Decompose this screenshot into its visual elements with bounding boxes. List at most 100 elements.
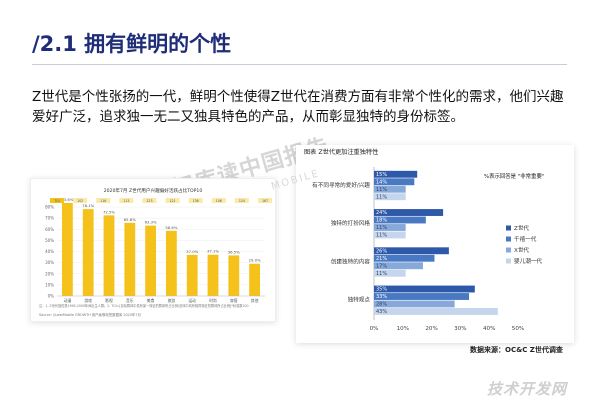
bar <box>165 230 177 296</box>
bar-value-label: 63.3% <box>145 220 157 225</box>
legend-swatch <box>506 225 511 231</box>
bar-value-label: 65.8% <box>124 217 136 222</box>
legend-title: %表示回答是 "非常重要" <box>484 172 544 180</box>
legend-swatch <box>506 236 511 242</box>
bar-value-label: 14% <box>376 179 387 185</box>
bar <box>374 170 418 178</box>
uniqueness-bar-chart: 图表 Z世代更加注重独特性 %表示回答是 "非常重要" 0% 10% 20% 30% 40%… <box>304 148 544 332</box>
chart-title: 2020年7月 Z世代用户兴趣偏好活跃占比TOP10 <box>104 187 203 194</box>
bar-value-label: 11% <box>376 233 387 239</box>
bar-value-label: 26% <box>376 248 387 254</box>
y-tick-label: 10% <box>45 282 54 287</box>
y-tick-label: 40% <box>45 249 54 254</box>
legend-label: X世代 <box>514 246 529 254</box>
legend-label: 婴儿潮一代 <box>514 257 542 265</box>
slide-title: /2.1 拥有鲜明的个性 <box>32 32 232 56</box>
tgi-label: 106 <box>216 199 222 203</box>
x-tick-label: 美食 <box>147 298 155 303</box>
bar-value-label: 24% <box>376 210 387 216</box>
legend-swatch <box>506 247 511 253</box>
bar <box>374 300 455 308</box>
x-tick-label: 其他 <box>251 298 259 303</box>
bar <box>374 247 449 255</box>
x-tick-label: 50% <box>512 326 524 332</box>
tgi-cell <box>258 198 272 203</box>
bar <box>145 225 157 296</box>
bar-value-label: 37.1% <box>207 249 219 254</box>
bar-value-label: 58.6% <box>165 225 177 230</box>
x-tick-label: 影视 <box>105 298 113 303</box>
bar-value-label: 36.5% <box>228 249 240 254</box>
bar-value-label: 21% <box>376 256 387 262</box>
tgi-cell <box>119 198 134 203</box>
bar <box>249 263 261 296</box>
category-label: 独特的打扮风格 <box>331 219 371 227</box>
y-tick-label: 30% <box>45 260 54 265</box>
x-tick-label: 时尚 <box>209 298 217 303</box>
x-tick-label: 0% <box>370 326 379 332</box>
bar <box>374 209 444 216</box>
bar <box>374 269 406 277</box>
bar <box>374 178 415 186</box>
tgi-label: 124 <box>239 199 245 203</box>
bar-value-label: 28% <box>376 302 387 308</box>
tgi-cell <box>211 198 226 203</box>
interest-chart-card: 2020年7月 Z世代用户兴趣偏好活跃占比TOP10 0% 10% 20% 30% 40%… <box>30 178 276 322</box>
bar-value-label: 83.6% <box>61 197 73 202</box>
bar <box>374 254 435 262</box>
bar <box>374 185 406 193</box>
tgi-label: 102 <box>77 199 83 203</box>
y-tick-label: 0% <box>48 294 55 299</box>
bar-value-label: 33% <box>376 294 387 300</box>
bar-value-label: 35% <box>376 287 387 293</box>
tgi-label: 136 <box>193 199 199 203</box>
tgi-cell <box>165 198 180 203</box>
bar <box>103 215 115 296</box>
legend-label: Z世代 <box>514 224 529 232</box>
category-label: 创建独特的内容 <box>331 257 371 265</box>
interest-bar-chart: 2020年7月 Z世代用户兴趣偏好活跃占比TOP10 0% 10% 20% 30% 40%… <box>39 187 272 317</box>
legend-swatch <box>506 258 511 264</box>
category-label: 独特观点 <box>348 296 371 304</box>
bar-value-label: 15% <box>376 172 387 178</box>
y-tick-label: 20% <box>45 271 54 276</box>
y-tick-label: 50% <box>45 238 54 243</box>
y-tick-label: 70% <box>45 216 54 221</box>
tgi-label: 121 <box>170 199 176 203</box>
bar-value-label: 11% <box>376 225 387 231</box>
tgi-label: 167 <box>262 199 268 203</box>
tgi-cell <box>188 198 203 203</box>
bar-value-label: 11% <box>376 187 387 193</box>
x-tick-label: 旅游 <box>168 298 176 303</box>
title-divider <box>32 64 567 65</box>
x-tick-label: 10% <box>397 326 409 332</box>
intro-paragraph: Z世代是个性张扬的一代，鲜明个性使得Z世代在消费方面有非常个性化的需求，他们兴趣… <box>32 89 564 125</box>
x-tick-label: 30% <box>454 326 466 332</box>
category-label: 有不同寻常的爱好/兴趣 <box>312 181 370 189</box>
tgi-cell <box>96 198 111 203</box>
bar <box>374 216 426 224</box>
bar <box>374 224 406 231</box>
legend-label: 千禧一代 <box>514 235 537 243</box>
y-tick-label: 60% <box>45 227 54 232</box>
tgi-cell <box>142 198 157 203</box>
chart-note: 注：1. Z世代指的是1995-2009年间出生人群；2. TGI=[目标群体中… <box>39 303 249 308</box>
bar <box>374 293 470 300</box>
bar-value-label: 17% <box>376 263 387 269</box>
bar-value-label: 78.1% <box>82 203 94 208</box>
tgi-cell <box>73 198 88 203</box>
bar-value-label: 11% <box>376 271 387 277</box>
tgi-label: 116 <box>100 199 106 203</box>
bar <box>374 231 406 239</box>
tgi-cell <box>50 198 64 203</box>
tgi-label: TGI <box>53 199 59 203</box>
bar <box>374 262 423 270</box>
bar-value-label: 18% <box>376 218 387 224</box>
bar-value-label: 37.0% <box>186 249 198 254</box>
x-tick-label: 40% <box>483 326 495 332</box>
tgi-cell <box>234 198 249 203</box>
x-tick-label: 穿搭 <box>230 298 238 303</box>
bar <box>82 209 94 296</box>
bar <box>207 254 219 296</box>
x-tick-label: 动漫 <box>64 298 72 303</box>
